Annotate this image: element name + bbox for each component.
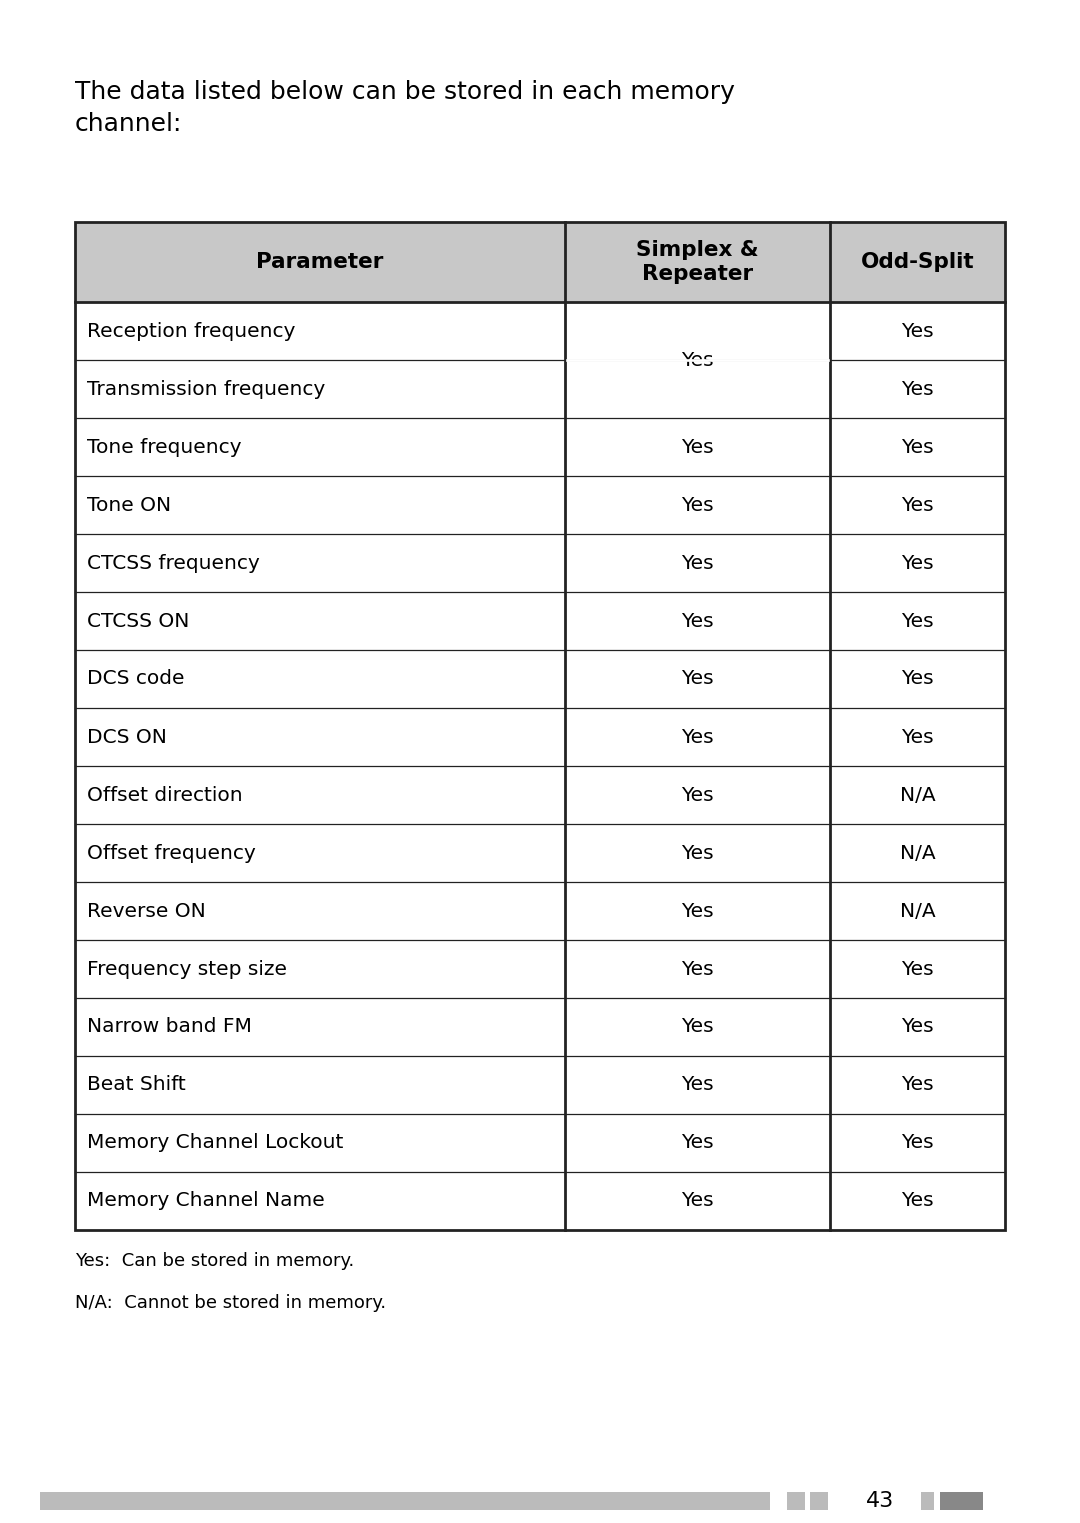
Text: Yes: Yes [681, 786, 714, 804]
Text: N/A: N/A [900, 844, 935, 862]
Bar [921, 1493, 934, 1509]
Text: 43: 43 [866, 1491, 894, 1511]
Bar [75, 359, 1005, 417]
Bar [75, 882, 1005, 940]
Text: Yes: Yes [681, 1075, 714, 1095]
Text: Yes: Yes [901, 495, 934, 515]
Bar [75, 998, 1005, 1055]
Text: Yes: Yes [681, 553, 714, 573]
Bar [787, 1493, 805, 1509]
Text: CTCSS frequency: CTCSS frequency [87, 553, 260, 573]
Bar [40, 1493, 770, 1509]
Text: Yes: Yes [681, 844, 714, 862]
Text: DCS ON: DCS ON [87, 728, 167, 746]
Text: Parameter: Parameter [256, 251, 383, 273]
Text: Transmission frequency: Transmission frequency [87, 379, 325, 399]
Bar [75, 1173, 1005, 1231]
Bar [75, 766, 1005, 824]
Text: Yes: Yes [681, 495, 714, 515]
Bar [810, 1493, 828, 1509]
Bar [75, 477, 1005, 535]
Text: Yes: Yes [681, 350, 714, 370]
Text: Tone ON: Tone ON [87, 495, 171, 515]
Text: Memory Channel Name: Memory Channel Name [87, 1191, 325, 1211]
Text: N/A: N/A [900, 786, 935, 804]
Text: Frequency step size: Frequency step size [87, 959, 287, 978]
Text: Yes: Yes [901, 1075, 934, 1095]
Text: Yes: Yes [901, 553, 934, 573]
Text: N/A: N/A [900, 902, 935, 920]
Text: Yes: Yes [901, 728, 934, 746]
Text: Yes: Yes [681, 1133, 714, 1153]
Text: Yes: Yes [901, 959, 934, 978]
Text: Narrow band FM: Narrow band FM [87, 1017, 252, 1037]
Bar [940, 1493, 983, 1509]
Text: Yes: Yes [681, 612, 714, 631]
Text: Yes: Yes [901, 1191, 934, 1211]
Text: CTCSS ON: CTCSS ON [87, 612, 189, 631]
Text: Offset direction: Offset direction [87, 786, 243, 804]
Bar [75, 222, 1005, 1231]
Text: DCS code: DCS code [87, 670, 185, 688]
Bar [75, 708, 1005, 766]
Bar [75, 222, 1005, 302]
Text: Simplex &
Repeater: Simplex & Repeater [636, 239, 759, 285]
Text: Yes: Yes [901, 670, 934, 688]
Text: Yes: Yes [901, 612, 934, 631]
Bar [75, 592, 1005, 650]
Text: Yes: Yes [901, 379, 934, 399]
Text: Yes: Yes [901, 1133, 934, 1153]
Text: Tone frequency: Tone frequency [87, 437, 242, 457]
Text: Yes: Yes [681, 1191, 714, 1211]
Text: Odd-Split: Odd-Split [861, 251, 974, 273]
Bar [75, 417, 1005, 477]
Bar [75, 1055, 1005, 1113]
Text: Yes: Yes [901, 321, 934, 341]
Text: Memory Channel Lockout: Memory Channel Lockout [87, 1133, 343, 1153]
Text: Yes: Yes [681, 670, 714, 688]
Text: Yes: Yes [681, 437, 714, 457]
Text: Yes:  Can be stored in memory.: Yes: Can be stored in memory. [75, 1252, 354, 1270]
Bar [75, 302, 1005, 359]
Text: Beat Shift: Beat Shift [87, 1075, 186, 1095]
Bar [75, 940, 1005, 998]
Text: Yes: Yes [681, 1017, 714, 1037]
Text: N/A:  Cannot be stored in memory.: N/A: Cannot be stored in memory. [75, 1295, 387, 1311]
Text: Yes: Yes [681, 959, 714, 978]
Text: Reception frequency: Reception frequency [87, 321, 295, 341]
Bar [75, 650, 1005, 708]
Text: Yes: Yes [901, 1017, 934, 1037]
Text: The data listed below can be stored in each memory
channel:: The data listed below can be stored in e… [75, 81, 734, 136]
Text: Yes: Yes [901, 437, 934, 457]
Bar [75, 824, 1005, 882]
Text: Reverse ON: Reverse ON [87, 902, 206, 920]
Text: Offset frequency: Offset frequency [87, 844, 256, 862]
Text: Yes: Yes [681, 902, 714, 920]
Bar [75, 1113, 1005, 1173]
Text: Yes: Yes [681, 728, 714, 746]
Bar [75, 535, 1005, 592]
